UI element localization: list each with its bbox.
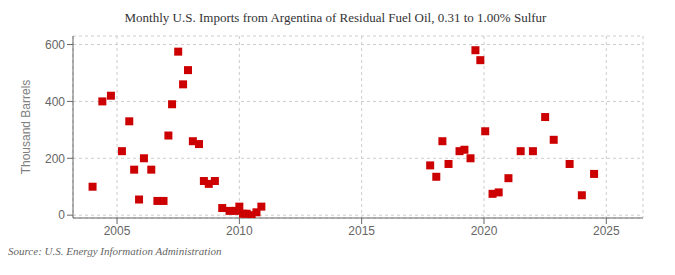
svg-text:2025: 2025 (593, 224, 620, 238)
svg-text:400: 400 (45, 95, 65, 109)
svg-text:2015: 2015 (348, 224, 375, 238)
html-text:Monthly U.S. Imports from Arge: Monthly U.S. Imports from Argentina of R… (124, 10, 547, 25)
svg-text:Thousand Barrels: Thousand Barrels (19, 80, 33, 175)
svg-text:2005: 2005 (104, 224, 131, 238)
svg-text:2010: 2010 (226, 224, 253, 238)
svg-text:200: 200 (45, 152, 65, 166)
html-text:Source: U.S. Energy Informatio: Source: U.S. Energy Information Administ… (8, 245, 222, 257)
svg-text:0: 0 (58, 208, 65, 222)
svg-text:600: 600 (45, 38, 65, 52)
svg-text:2020: 2020 (471, 224, 498, 238)
